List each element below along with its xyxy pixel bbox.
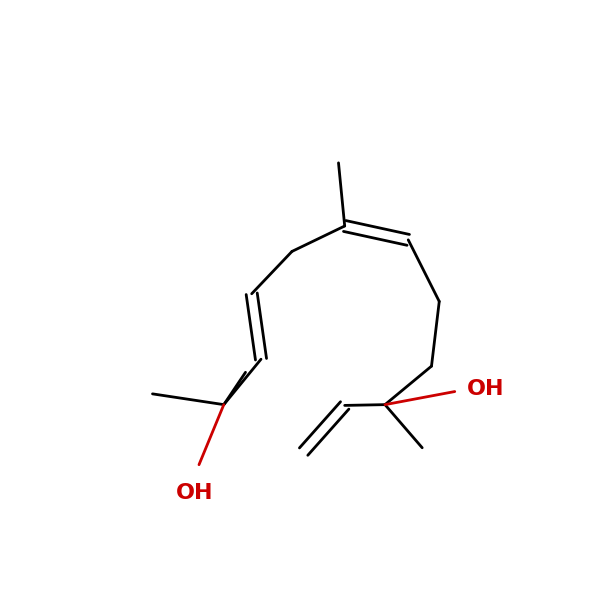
- Text: OH: OH: [176, 483, 213, 503]
- Text: OH: OH: [466, 379, 504, 399]
